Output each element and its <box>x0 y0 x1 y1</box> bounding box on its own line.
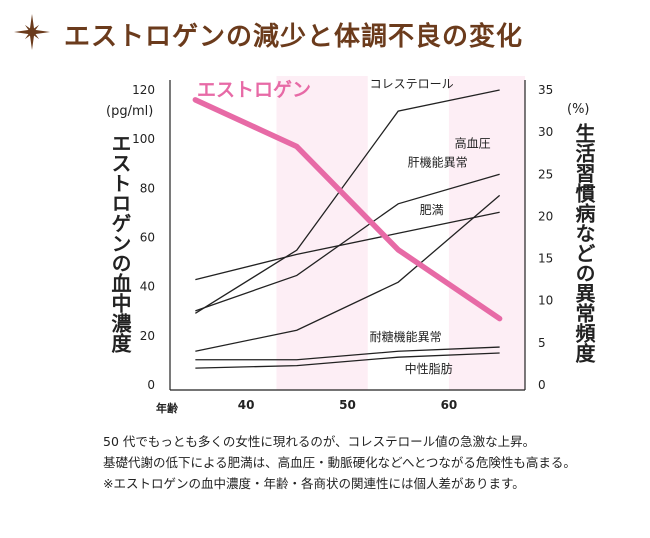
right-tick-label-3: 15 <box>538 252 553 266</box>
x-axis-label: 年齢 <box>156 401 179 415</box>
series-label-2: 肥満 <box>420 203 444 217</box>
x-tick-label-2: 60 <box>441 398 458 412</box>
right-tick-label-6: 30 <box>538 125 553 139</box>
right-tick-label-0: 0 <box>538 378 546 392</box>
age-band-1 <box>448 76 525 390</box>
left-tick-label-5: 100 <box>132 132 155 146</box>
series-label-0: コレステロール <box>370 77 454 91</box>
left-axis-unit: (pg/ml) <box>106 104 154 119</box>
right-tick-label-7: 35 <box>538 83 553 97</box>
left-tick-label-0: 0 <box>147 378 155 392</box>
right-axis-label: 生活習慣病などの異常頻度 <box>572 123 596 363</box>
age-band-0 <box>276 76 368 390</box>
series-line-4 <box>195 346 500 361</box>
star-icon <box>14 14 50 50</box>
estrogen-line <box>192 97 503 322</box>
notes: 50 代でもっとも多くの女性に現れるのが、コレステロール値の急激な上昇。 基礎代… <box>103 431 576 494</box>
left-tick-label-4: 80 <box>140 181 155 195</box>
series-label-1: 肝機能異常 <box>408 154 468 169</box>
left-tick-label-3: 60 <box>140 231 155 245</box>
note-line-3: ※エストロゲンの血中濃度・年齢・各商状の関連性には個人差があります。 <box>103 476 525 491</box>
left-tick-label-1: 20 <box>140 329 155 343</box>
note-line-1: 50 代でもっとも多くの女性に現れるのが、コレステロール値の急激な上昇。 <box>103 434 536 449</box>
series-label-3: 高血圧 <box>455 135 491 150</box>
estrogen-label: エストロゲン <box>197 79 311 101</box>
series-line-5 <box>195 352 500 369</box>
left-tick-label-6: 120 <box>132 83 155 97</box>
note-line-2: 基礎代謝の低下による肥満は、高血圧・動脈硬化などへとつながる危険性も高まる。 <box>103 455 576 470</box>
x-tick-label-0: 40 <box>238 398 255 412</box>
right-tick-label-2: 10 <box>538 294 553 308</box>
series-line-3 <box>195 194 501 352</box>
series-line-2 <box>195 211 500 281</box>
series-label-4: 耐糖機能異常 <box>370 329 442 344</box>
right-tick-label-1: 5 <box>538 336 546 350</box>
x-tick-label-1: 50 <box>339 398 356 412</box>
series-label-5: 中性脂肪 <box>405 361 453 376</box>
right-tick-label-5: 25 <box>538 167 553 181</box>
series-line-0 <box>195 89 500 314</box>
series-line-1 <box>195 173 500 312</box>
right-tick-label-4: 20 <box>538 209 553 223</box>
left-tick-label-2: 40 <box>140 280 155 294</box>
left-axis-label: エストロゲンの血中濃度 <box>108 133 132 353</box>
right-axis-unit: (%) <box>567 102 590 117</box>
page-title: エストロゲンの減少と体調不良の変化 <box>64 22 524 52</box>
